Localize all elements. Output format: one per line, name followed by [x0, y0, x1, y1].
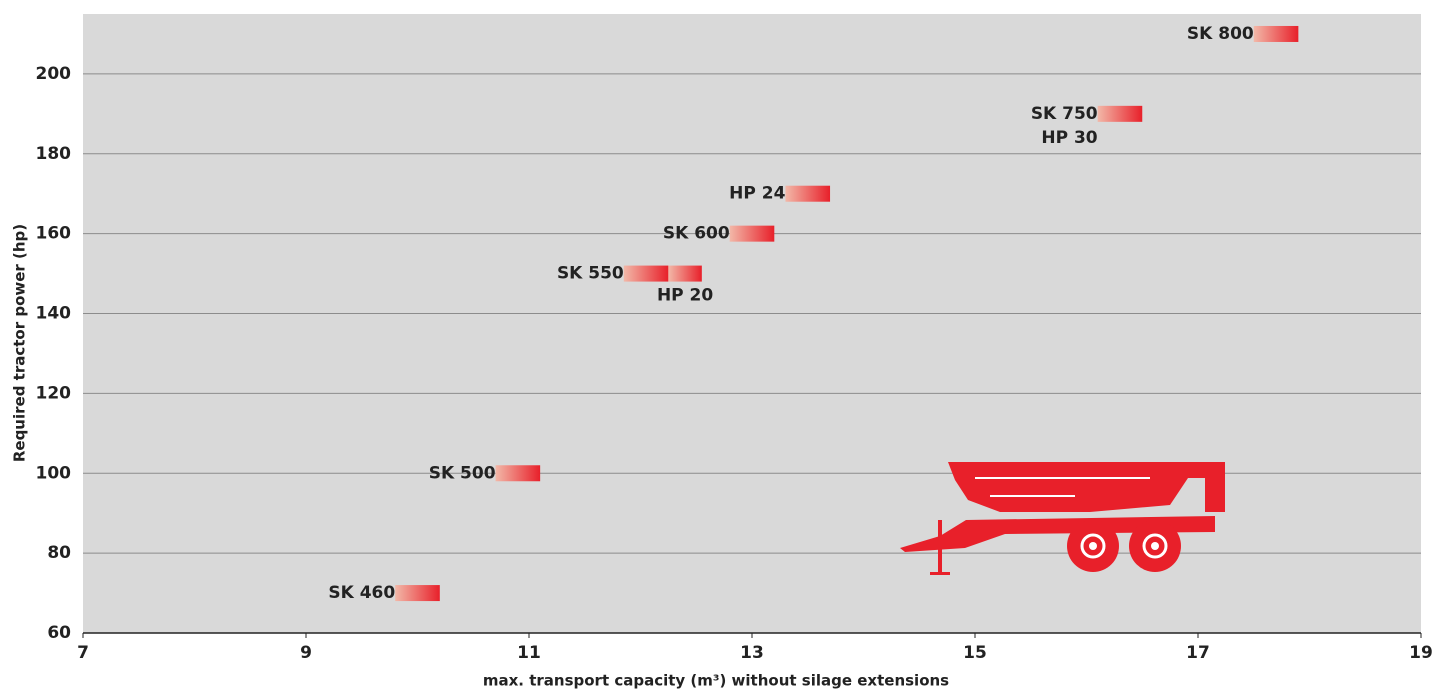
bar-label: SK 600 [663, 224, 730, 244]
x-tick-label: 15 [963, 643, 987, 663]
range-bar [623, 265, 669, 282]
x-tick-label: 11 [517, 643, 541, 663]
y-tick-label: 140 [36, 304, 72, 324]
x-axis-title: max. transport capacity (m³) without sil… [483, 672, 949, 690]
range-bar [668, 265, 702, 282]
trailer-icon [900, 462, 1225, 575]
bar-label: SK 800 [1187, 24, 1254, 44]
range-bar [395, 585, 440, 602]
range-bar [785, 185, 831, 202]
y-tick-label: 60 [47, 623, 71, 643]
range-bar [1253, 25, 1299, 42]
range-bar [729, 225, 775, 242]
bar-label: SK 750 [1031, 104, 1098, 124]
x-tick-label: 19 [1409, 643, 1433, 663]
bar-label: SK 500 [429, 463, 496, 483]
plot-area [83, 14, 1421, 633]
x-tick-label: 7 [77, 643, 89, 663]
bar-label: SK 550 [557, 264, 624, 284]
bar-label: SK 460 [328, 583, 395, 603]
range-bar [495, 465, 541, 482]
x-tick-label: 17 [1186, 643, 1210, 663]
range-bar [1097, 105, 1143, 122]
y-tick-label: 180 [36, 144, 72, 164]
y-tick-label: 100 [36, 463, 72, 483]
y-axis-title: Required tractor power (hp) [11, 224, 29, 462]
y-tick-label: 80 [47, 543, 71, 563]
bar-label: HP 30 [1041, 128, 1097, 148]
x-tick-label: 13 [740, 643, 764, 663]
x-tick-label: 9 [300, 643, 312, 663]
bar-label: HP 24 [729, 184, 785, 204]
y-tick-label: 160 [36, 224, 72, 244]
bar-label: HP 20 [657, 286, 713, 306]
y-tick-label: 120 [36, 383, 72, 403]
y-tick-label: 200 [36, 64, 72, 84]
